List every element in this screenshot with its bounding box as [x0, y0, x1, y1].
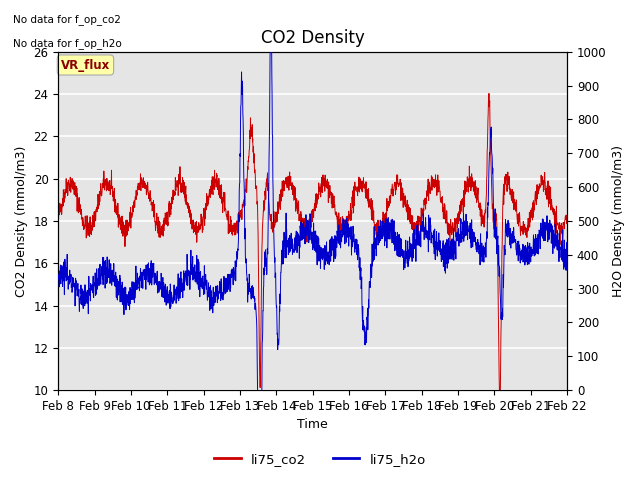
Text: No data for f_op_h2o: No data for f_op_h2o [13, 38, 122, 49]
Y-axis label: H2O Density (mmol/m3): H2O Density (mmol/m3) [612, 145, 625, 297]
Title: CO2 Density: CO2 Density [261, 29, 365, 48]
Text: VR_flux: VR_flux [61, 59, 110, 72]
Legend: li75_co2, li75_h2o: li75_co2, li75_h2o [209, 447, 431, 471]
Y-axis label: CO2 Density (mmol/m3): CO2 Density (mmol/m3) [15, 145, 28, 297]
X-axis label: Time: Time [298, 419, 328, 432]
Text: No data for f_op_co2: No data for f_op_co2 [13, 14, 121, 25]
